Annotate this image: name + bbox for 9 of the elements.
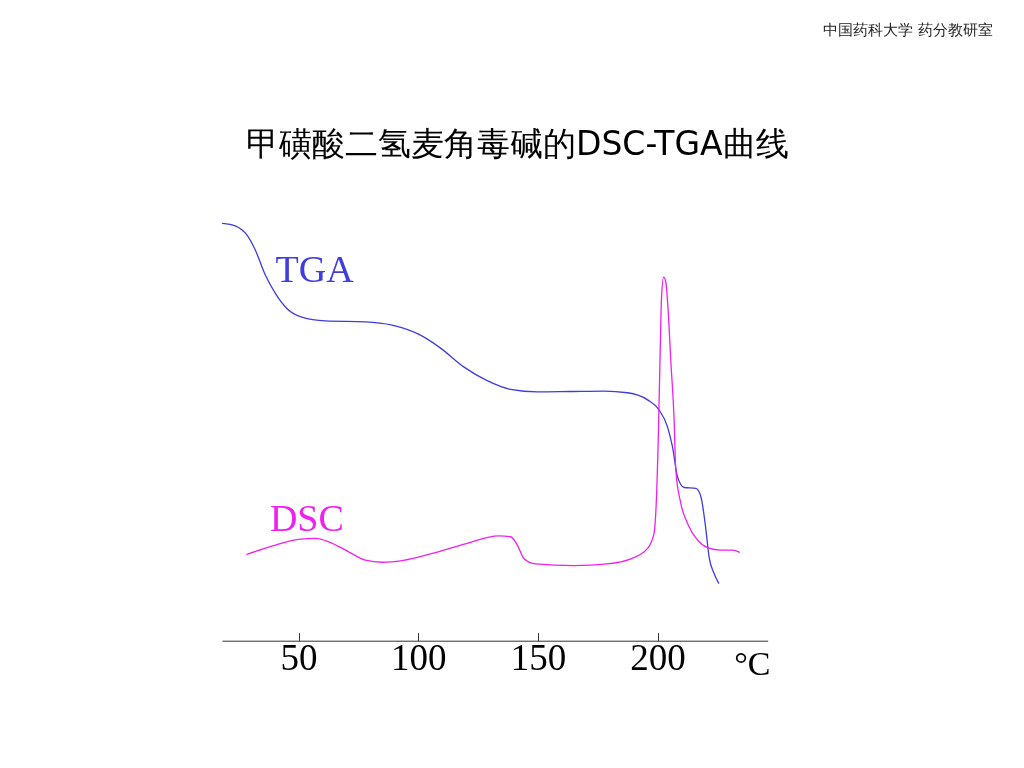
x-tick-label: 100 xyxy=(391,636,447,678)
x-tick-label: 200 xyxy=(630,636,686,678)
text: 中国药科大学 药分教研室 xyxy=(823,21,993,39)
x-axis-title: °C xyxy=(734,645,771,683)
x-tick-label: 150 xyxy=(510,636,567,678)
x-tick-label: 50 xyxy=(280,636,318,678)
chart-title: 甲磺酸二氢麦角毒碱的DSC-TGA曲线 xyxy=(246,124,789,163)
series-label: TGA xyxy=(275,248,355,291)
series-label: DSC xyxy=(269,497,344,540)
